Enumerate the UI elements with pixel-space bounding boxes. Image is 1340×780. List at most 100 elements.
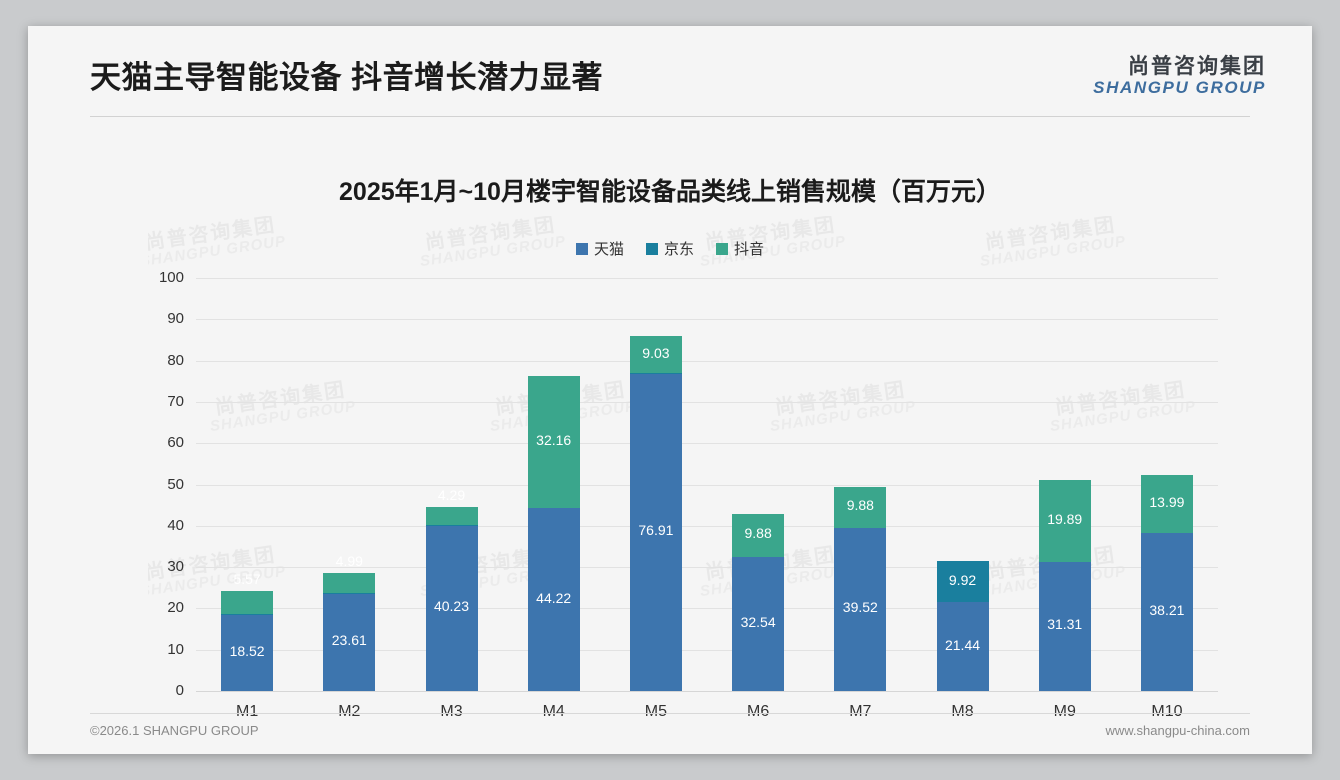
bar-value-label: 38.21 [1149,602,1185,619]
legend-item-抖音[interactable]: 抖音 [716,238,764,259]
bar-segment-天猫[interactable]: 39.52 [834,527,887,691]
gridline [196,649,1218,651]
legend-swatch-icon [645,242,658,255]
gridline [196,443,1218,445]
x-axis-tick-label: M8 [951,703,974,720]
chart-bars: 18.520.035.57 M1 23.610.014.99 M2 40.230.024… [196,278,1218,720]
bar-value-label: 32.16 [536,431,572,448]
bar-group: 18.520.035.57 M1 [196,278,298,720]
footer-copyright: ©2026.1 SHANGPU GROUP [90,723,259,738]
bar-segment-抖音[interactable]: 5.57 [221,571,274,615]
bar-stack[interactable]: 38.210.0113.99 [1140,475,1193,691]
bar-segment-天猫[interactable]: 76.91 [629,373,682,691]
bar-value-label: 9.92 [948,571,977,588]
bar-value-label: 5.57 [233,571,261,588]
bar-value-label: 76.91 [638,522,674,539]
gridline [196,608,1218,610]
bar-value-label: 4.29 [437,487,466,504]
bar-group: 44.220.0132.16 M4 [503,278,605,720]
y-axis-tick-label: 0 [175,682,184,699]
x-axis-tick-label: M1 [235,703,259,720]
chart-title: 2025年1月~10月楼宇智能设备品类线上销售规模（百万元） [339,178,1001,206]
y-axis-tick-label: 100 [158,269,184,286]
y-axis-tick-label: 70 [167,392,184,410]
bar-segment-京东[interactable]: 9.92 [936,561,989,603]
x-axis-tick-label: M7 [849,703,872,720]
legend-label: 天猫 [593,241,624,258]
header-divider [90,116,1250,117]
bar-group: 76.910.029.03 M5 [605,278,707,720]
gridline [196,525,1218,527]
y-axis-tick-label: 10 [167,640,184,658]
bar-stack[interactable]: 44.220.0132.16 [527,375,580,691]
bar-group: 39.5209.88 M7 [809,278,911,720]
bar-value-label: 31.31 [1047,616,1083,633]
y-axis-tick-label: 90 [167,310,184,328]
x-axis-tick-label: M4 [542,703,565,720]
bar-segment-天猫[interactable]: 32.54 [732,556,785,691]
bar-segment-天猫[interactable]: 23.61 [323,593,376,691]
bar-value-label: 4.99 [335,552,363,569]
logo-chinese-text: 尚普咨询集团 [1128,55,1266,78]
y-axis-tick-label: 40 [167,516,184,534]
legend-item-天猫[interactable]: 天猫 [575,238,624,259]
bar-segment-抖音[interactable]: 9.88 [834,487,887,528]
slide-canvas: 尚普咨询集团 SHANGPU GROUP 尚普咨询集团 SHANGPU GROUP 尚普… [28,26,1312,754]
bar-group: 31.31019.89 M9 [1014,278,1116,720]
page-title: 天猫主导智能设备 抖音增长潜力显著 [90,60,604,95]
bar-stack[interactable]: 39.5209.88 [834,487,887,691]
chart-legend: 天猫 京东 抖音 [28,238,1312,259]
gridline [196,360,1218,362]
bar-value-label: 19.89 [1047,510,1083,527]
y-axis-tick-label: 80 [167,351,184,369]
bar-value-label: 9.03 [642,344,670,361]
bar-segment-天猫[interactable]: 40.23 [425,524,478,691]
bar-value-label: 13.99 [1149,494,1185,511]
bar-value-label: 44.22 [536,589,572,606]
bar-segment-天猫[interactable]: 38.21 [1140,533,1193,691]
legend-label: 抖音 [734,241,765,258]
bar-stack[interactable]: 18.520.035.57 [221,571,274,691]
legend-swatch-icon [716,242,728,255]
bar-value-label: 32.54 [740,613,776,630]
brand-logo: 尚普咨询集团 SHANGPU GROUP [1093,55,1266,97]
gridline [196,278,1218,279]
bar-segment-抖音[interactable]: 19.89 [1038,479,1091,562]
bar-value-label: 40.23 [433,597,470,614]
bar-segment-天猫[interactable]: 44.22 [527,508,580,691]
bar-group: 32.5409.88 M6 [707,278,809,720]
legend-item-京东[interactable]: 京东 [645,238,694,259]
bar-segment-抖音[interactable]: 9.88 [732,513,785,557]
chart-plot-area: 0 10 20 30 40 50 60 70 80 90 100 18.520.035.57 M1 23… [159,269,1218,720]
bar-segment-抖音[interactable]: 13.99 [1140,475,1193,534]
bar-group: 23.610.014.99 M2 [298,278,400,720]
x-axis-tick-label: M2 [338,703,361,720]
gridline [196,484,1218,486]
bar-stack[interactable]: 40.230.024.29 [425,487,478,691]
chart-gridlines: 0 10 20 30 40 50 60 70 80 90 100 [159,269,1218,699]
y-axis-tick-label: 30 [167,558,184,576]
bar-segment-抖音[interactable]: 9.03 [629,336,682,374]
legend-label: 京东 [663,241,694,258]
bar-segment-天猫[interactable]: 21.44 [936,602,989,691]
x-axis-tick-label: M6 [747,703,770,720]
bar-segment-天猫[interactable]: 31.31 [1038,561,1091,691]
x-axis-tick-label: M3 [440,703,463,720]
bar-stack[interactable]: 32.5409.88 [732,513,785,691]
bar-group: 38.210.0113.99 M10 [1116,278,1218,720]
bar-stack[interactable]: 76.910.029.03 [629,336,682,691]
bar-segment-抖音[interactable]: 4.29 [425,487,478,525]
bar-value-label: 23.61 [331,632,367,649]
bar-segment-天猫[interactable]: 18.52 [221,614,274,691]
gridline [196,401,1218,403]
y-axis-tick-label: 60 [167,434,184,452]
legend-swatch-icon [575,242,588,255]
bar-segment-抖音[interactable]: 32.16 [527,375,580,509]
bar-stack[interactable]: 31.31019.89 [1038,479,1091,691]
bar-segment-抖音[interactable]: 4.99 [323,553,376,594]
bar-group: 40.230.024.29 M3 [400,278,502,720]
bar-stack[interactable]: 23.610.014.99 [323,553,376,691]
x-axis-tick-label: M9 [1053,703,1076,720]
bar-stack[interactable]: 21.44 9.92 [936,561,989,691]
y-axis-tick-label: 20 [167,599,184,617]
